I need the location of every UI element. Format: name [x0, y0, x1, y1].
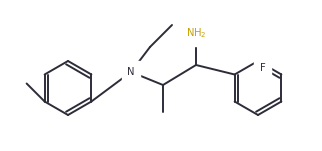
Text: F: F	[260, 63, 266, 73]
Text: N: N	[127, 67, 135, 77]
Text: NH$_2$: NH$_2$	[186, 26, 206, 40]
